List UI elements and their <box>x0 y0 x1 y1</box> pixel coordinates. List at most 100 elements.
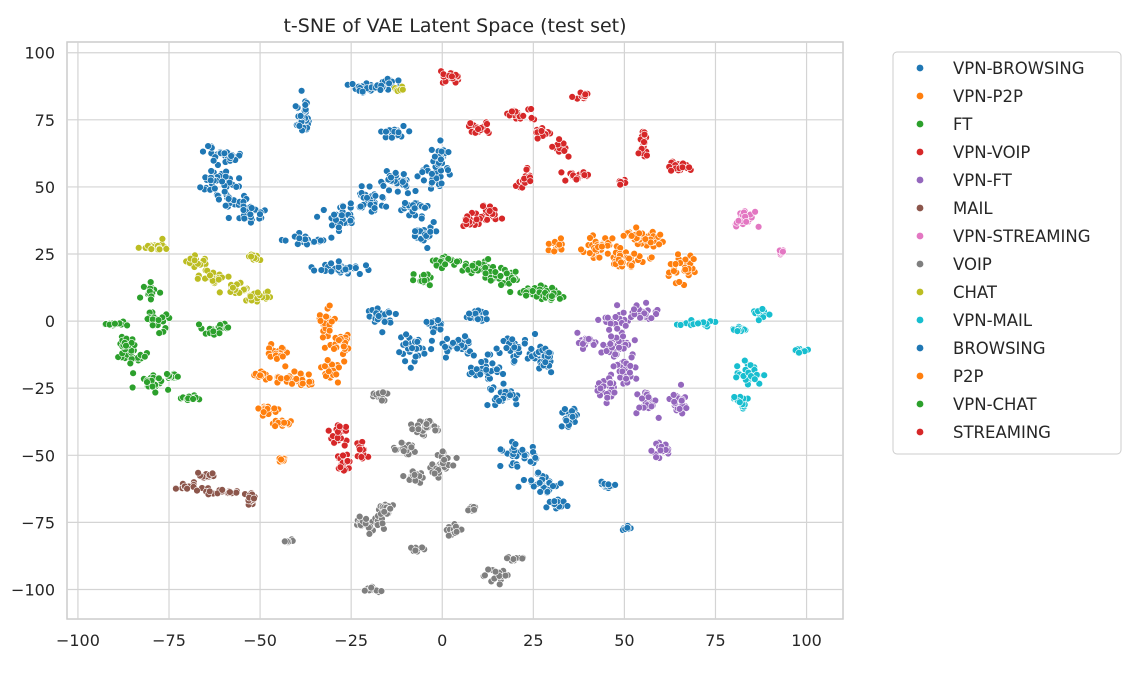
data-point <box>610 388 619 397</box>
data-point <box>596 384 605 393</box>
data-point <box>305 370 313 379</box>
y-tick-label: 0 <box>45 312 55 331</box>
y-tick-label: 100 <box>24 44 55 63</box>
data-point <box>190 256 199 265</box>
data-point <box>677 381 685 389</box>
legend-label: CHAT <box>953 283 998 302</box>
data-point <box>385 79 393 88</box>
legend-label: VOIP <box>953 255 992 274</box>
data-point <box>506 288 514 296</box>
data-point <box>370 204 379 212</box>
data-point <box>647 253 656 261</box>
x-tick-label: 100 <box>791 631 822 650</box>
data-point <box>250 494 258 503</box>
series-vpn-chat <box>101 278 232 404</box>
data-point <box>371 192 380 200</box>
data-point <box>496 462 504 470</box>
data-point <box>491 567 500 576</box>
data-point <box>642 299 650 307</box>
data-point <box>297 87 306 95</box>
data-point <box>401 199 409 207</box>
data-point <box>381 318 389 326</box>
data-point <box>498 214 506 223</box>
x-axis-ticks: −100 −75 −50 −25 0 25 50 75 100 <box>56 631 822 650</box>
data-point <box>183 485 191 493</box>
data-point <box>443 335 451 343</box>
data-point <box>627 262 636 270</box>
legend-marker <box>916 316 924 324</box>
data-point <box>733 327 742 335</box>
data-point <box>681 255 690 264</box>
series-vpn-voip <box>437 67 695 230</box>
data-point <box>681 265 689 274</box>
data-point <box>335 363 343 372</box>
data-point <box>382 128 390 136</box>
scatter-points <box>101 67 812 596</box>
data-point <box>519 112 527 120</box>
data-point <box>444 166 452 174</box>
data-point <box>295 234 303 243</box>
data-point <box>526 177 534 185</box>
data-point <box>290 367 299 376</box>
legend-marker <box>916 204 924 212</box>
data-point <box>461 332 469 340</box>
data-point <box>330 211 338 219</box>
data-point <box>158 235 167 243</box>
data-point <box>511 268 520 276</box>
data-point <box>510 343 518 351</box>
x-tick-label: 75 <box>705 631 725 650</box>
data-point <box>531 454 539 462</box>
data-point <box>513 463 521 471</box>
data-point <box>299 379 307 388</box>
data-point <box>754 223 763 231</box>
data-point <box>674 250 682 259</box>
data-point <box>292 375 300 383</box>
legend-label: VPN-FT <box>953 171 1013 190</box>
data-point <box>428 337 436 345</box>
data-point <box>411 187 420 195</box>
data-point <box>611 313 620 321</box>
data-point <box>271 422 279 430</box>
data-point <box>339 202 347 211</box>
data-point <box>215 275 223 284</box>
legend-label: BROWSING <box>953 339 1046 358</box>
data-point <box>385 309 393 317</box>
series-streaming <box>325 421 372 475</box>
data-point <box>584 335 593 343</box>
data-point <box>254 288 262 297</box>
data-point <box>533 134 542 143</box>
data-point <box>678 163 687 172</box>
series-browsing <box>365 304 635 534</box>
data-point <box>327 259 335 268</box>
data-point <box>493 365 501 374</box>
data-point <box>548 292 556 300</box>
data-point <box>491 268 499 276</box>
data-point <box>474 125 482 133</box>
data-point <box>405 127 413 136</box>
data-point <box>598 242 606 251</box>
data-point <box>603 394 611 402</box>
data-point <box>535 479 544 487</box>
data-point <box>330 345 338 353</box>
data-point <box>509 555 518 563</box>
data-point <box>325 367 333 375</box>
data-point <box>420 350 429 358</box>
data-point <box>558 422 566 431</box>
data-point <box>123 321 131 330</box>
data-point <box>599 341 607 349</box>
legend-label: VPN-VOIP <box>953 143 1030 162</box>
data-point <box>288 380 296 388</box>
data-point <box>422 420 431 428</box>
data-point <box>209 157 218 165</box>
data-point <box>550 497 559 505</box>
data-point <box>128 383 137 392</box>
data-point <box>334 378 342 387</box>
data-point <box>247 252 255 261</box>
data-point <box>595 253 604 262</box>
data-point <box>428 178 436 187</box>
series-vpn-p2p <box>544 223 699 289</box>
data-point <box>640 138 648 146</box>
data-point <box>586 234 594 242</box>
data-point <box>358 87 367 96</box>
legend-marker <box>916 120 924 128</box>
